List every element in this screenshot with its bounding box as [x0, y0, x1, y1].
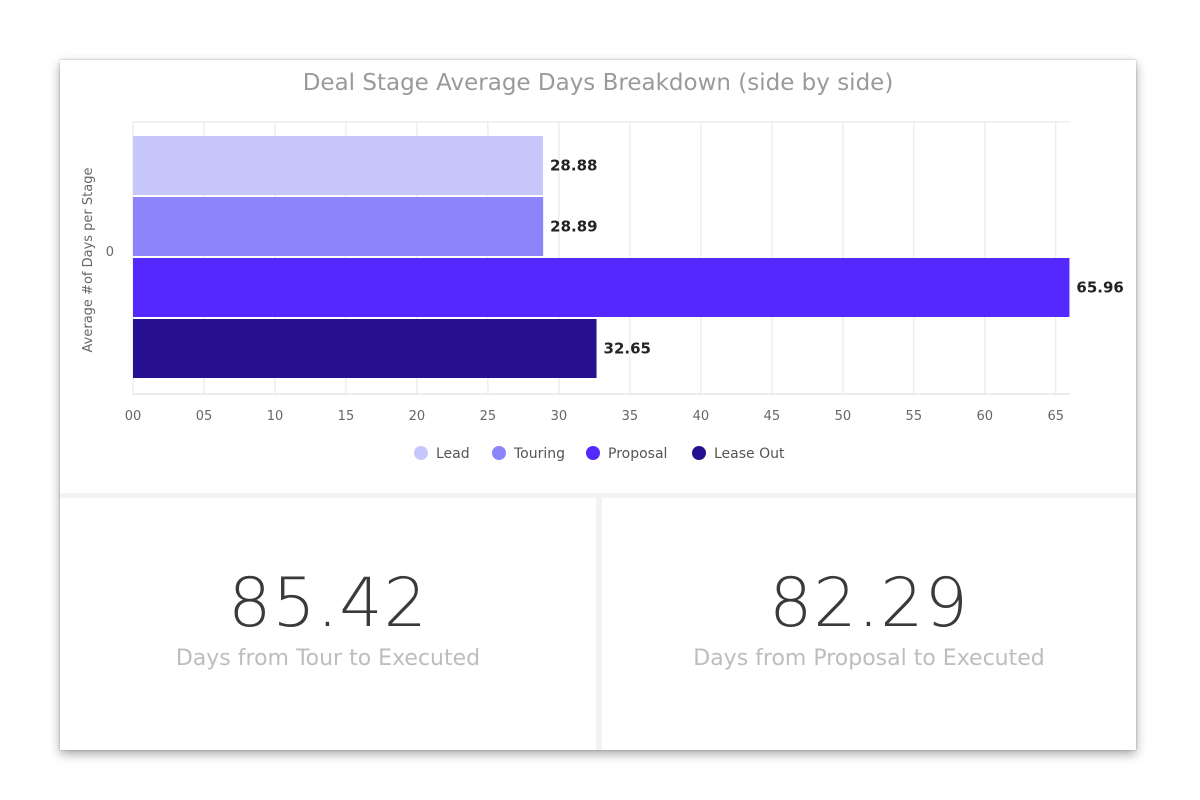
kpi-proposal-to-executed: 82.29 Days from Proposal to Executed: [602, 498, 1136, 750]
x-tick-label: 25: [480, 409, 497, 424]
legend-swatch: [586, 446, 600, 460]
bar-data-label: 28.89: [550, 218, 597, 236]
x-tick-label: 35: [622, 409, 639, 424]
x-tick-label: 60: [977, 409, 994, 424]
x-tick-label: 55: [906, 409, 923, 424]
legend-item-lease-out[interactable]: Lease Out: [692, 446, 785, 462]
bars: 28.88 28.89 65.96 32.65: [133, 136, 1124, 378]
x-tick-label: 45: [764, 409, 781, 424]
kpi-value: 85.42: [228, 564, 428, 643]
kpi-tour-to-executed: 85.42 Days from Tour to Executed: [60, 498, 596, 750]
bar-chart: Deal Stage Average Days Breakdown (side …: [81, 70, 1124, 462]
bar-proposal[interactable]: [133, 258, 1070, 317]
legend-label: Proposal: [608, 446, 667, 462]
bar-lease-out[interactable]: [133, 319, 597, 378]
bar-data-label: 32.65: [604, 340, 651, 358]
y-axis-title: Average #of Days per Stage: [81, 168, 96, 353]
x-tick-label: 65: [1048, 409, 1065, 424]
bar-chart-panel: Deal Stage Average Days Breakdown (side …: [60, 60, 1136, 493]
x-tick-label: 10: [267, 409, 284, 424]
x-tick-label: 05: [196, 409, 213, 424]
legend-label: Touring: [513, 446, 565, 462]
dashboard-card: Deal Stage Average Days Breakdown (side …: [60, 60, 1136, 750]
x-tick-label: 00: [125, 409, 142, 424]
bar-data-label: 65.96: [1076, 279, 1123, 297]
legend-swatch: [492, 446, 506, 460]
bar-touring[interactable]: [133, 197, 544, 256]
chart-title: Deal Stage Average Days Breakdown (side …: [303, 70, 894, 96]
bar-lead[interactable]: [133, 136, 544, 195]
legend-label: Lease Out: [714, 446, 785, 462]
legend-item-proposal[interactable]: Proposal: [586, 446, 667, 462]
x-tick-label: 40: [693, 409, 710, 424]
legend-label: Lead: [436, 446, 470, 462]
x-tick-label: 15: [338, 409, 355, 424]
legend-item-lead[interactable]: Lead: [414, 446, 470, 462]
kpi-label: Days from Proposal to Executed: [693, 646, 1045, 671]
legend-swatch: [692, 446, 706, 460]
kpi-label: Days from Tour to Executed: [175, 646, 481, 671]
axes: 00 05 10 15 20 25 30 35 40 45 50 55 60 65 0 Average #of…: [81, 168, 1064, 424]
legend[interactable]: Lead Touring Proposal Lease Out: [414, 446, 785, 462]
kpi-value: 82.29: [769, 564, 969, 643]
x-tick-label: 50: [835, 409, 852, 424]
y-tick-label: 0: [106, 245, 114, 260]
x-tick-label: 20: [409, 409, 426, 424]
legend-swatch: [414, 446, 428, 460]
legend-item-touring[interactable]: Touring: [492, 446, 565, 462]
bar-data-label: 28.88: [550, 157, 597, 175]
x-tick-label: 30: [551, 409, 568, 424]
